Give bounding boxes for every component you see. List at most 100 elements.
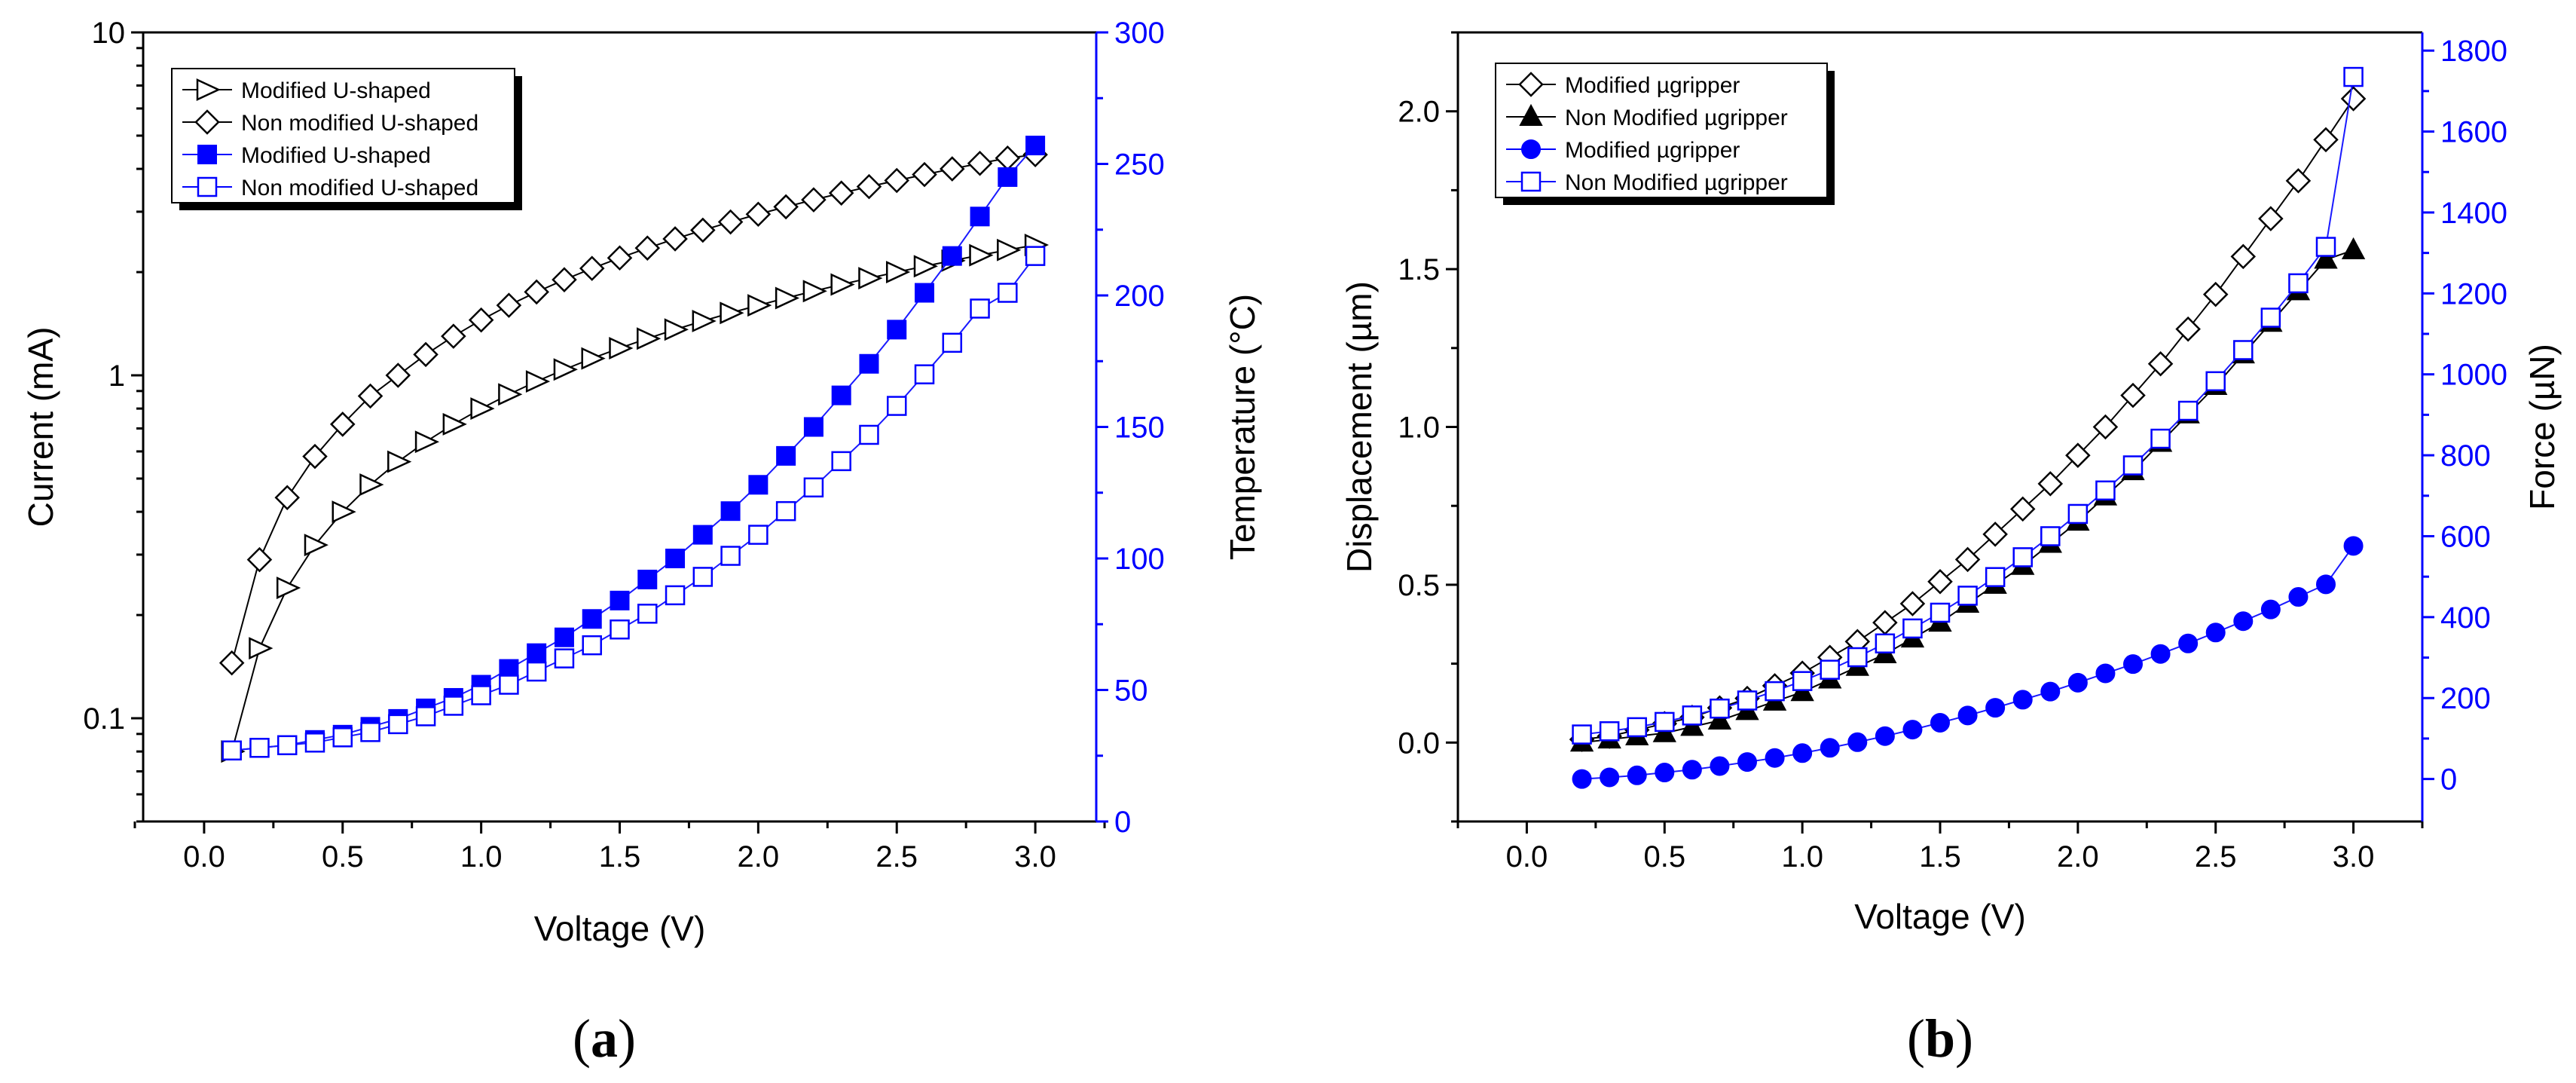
panel-a-series-3-point (859, 353, 879, 374)
panel-b-series-3-point (1682, 760, 1702, 780)
panel-a-series-2-point (995, 145, 1021, 171)
panel-b-series-1-point (2009, 496, 2036, 522)
panel-a-series-1-point (442, 412, 467, 436)
panel-b-y-tick-label: 0.0 (1398, 727, 1440, 760)
panel-a-x-tick-label: 1.5 (599, 840, 641, 873)
panel-b-x-tick-label: 3.0 (2333, 840, 2375, 873)
panel-a-series-1-point (802, 280, 827, 303)
panel-a-x-tick-label: 2.5 (875, 840, 918, 873)
panel-a-legend-label: Modified U-shaped (241, 143, 431, 168)
panel-a-series-4-point (443, 696, 464, 716)
panel-a-y2-tick-label: 250 (1114, 148, 1165, 182)
panel-a-series-4-point (1025, 246, 1046, 266)
panel-b-series-4-point (2233, 340, 2254, 360)
panel-a-series-3-point (942, 246, 962, 266)
panel-a-series-3-point (998, 167, 1018, 187)
panel-a-series-1-point (498, 383, 523, 406)
panel-a-series-4-point (748, 525, 769, 545)
panel-a-series-2-point (745, 201, 772, 228)
panel-a-series-3-point (554, 627, 574, 647)
panel-b-legend-label: Non Modified µgripper (1565, 106, 1788, 130)
panel-a-series-4-point (582, 635, 602, 656)
panel-b-series-3-point (2178, 633, 2199, 653)
panel-a-x-tick-label: 2.0 (738, 840, 780, 873)
panel-b-series-4-point (1655, 711, 1675, 733)
panel-a-series-1-point (885, 261, 911, 283)
panel-a-legend-marker (194, 109, 220, 135)
panel-b-series-3-point (2288, 587, 2309, 607)
panel-b-series-4-point (2288, 273, 2309, 294)
panel-b-series-4-point (2122, 455, 2144, 476)
panel-a-y2-tick-label: 200 (1114, 280, 1165, 313)
panel-a-series-4-point (998, 283, 1018, 303)
panel-b-panel-label: (b) (1907, 1008, 1973, 1069)
panel-a-series-2-point (717, 209, 744, 235)
panel-b-legend-label: Non Modified µgripper (1565, 170, 1788, 195)
panel-b-series-3-point (2150, 644, 2171, 664)
panel-a-series-2-point (357, 383, 383, 409)
panel-a-series-2-point (468, 307, 494, 333)
panel-b-series-4-point (1682, 705, 1703, 726)
panel-b-series-3-point (2123, 654, 2143, 675)
panel-b-series-3-point (1930, 712, 1950, 733)
panel-a-series-2-point (856, 173, 882, 200)
panel-a-x-tick-label: 3.0 (1014, 840, 1056, 873)
panel-a-series-3-point (527, 643, 547, 663)
panel-b-series-3-point (1902, 720, 1923, 740)
panel-a-series-2-point (329, 411, 356, 437)
panel-a-series-1 (221, 234, 1050, 763)
panel-b-legend-marker (1520, 171, 1542, 192)
panel-a-series-4-point (304, 733, 325, 753)
panel-a-y-tick-label: 10 (92, 17, 126, 50)
panel-b-series-3-point (1655, 763, 1675, 783)
panel-b-series-4-point (2205, 371, 2226, 392)
panel-b-series-1-point (2313, 127, 2339, 153)
panel-b-y-axis-title: Displacement (µm) (1340, 281, 1379, 573)
panel-a-series-3-point (776, 445, 796, 466)
panel-b-series-3 (1572, 536, 2364, 789)
panel-a-y-axis-title: Current (mA) (21, 327, 60, 528)
panel-a-series-1-point (304, 534, 328, 557)
panel-b-series-4 (1572, 66, 2364, 745)
panel-b-series-3-point (1765, 748, 1785, 768)
panel-b-series-3-point (1957, 705, 1978, 726)
panel-a-series-4-point (720, 546, 741, 566)
panel-b-x-tick-label: 1.5 (1919, 840, 1961, 873)
panel-a-series-2-point (385, 363, 411, 388)
panel-b-series-4-point (1985, 567, 2006, 587)
panel-a-series-2-point (274, 485, 300, 511)
panel-b-series-1-point (2065, 442, 2091, 468)
panel-a-series-2-point (496, 292, 522, 318)
panel-b-series-4-point (1875, 633, 1896, 654)
panel-b-series-4-point (1820, 659, 1840, 680)
panel-b-series-1-point (2285, 168, 2312, 194)
panel-a-y-tick-label: 1 (108, 359, 125, 393)
panel-a-x-tick-label: 1.0 (460, 840, 503, 873)
panel-b-panel-label-open: ( (1907, 1008, 1925, 1069)
panel-a-series-4-point (637, 604, 658, 624)
panel-a-legend: Modified U-shaped Non modified U-shaped Mo… (171, 68, 522, 210)
panel-a-series-4-point (610, 619, 630, 640)
panel-a-x-tick-label: 0.5 (322, 840, 364, 873)
panel-b-series-4-point (2040, 526, 2061, 546)
panel-b-series-1-point (2092, 414, 2119, 440)
panel-a-series-2-point (607, 245, 633, 271)
panel-b-series-1-point (1927, 568, 1953, 595)
panel-b-x-axis-title: Voltage (V) (1854, 897, 2026, 936)
panel-a-series-3-point (915, 283, 935, 303)
panel-a-x-axis-title: Voltage (V) (534, 909, 706, 948)
panel-a-x-tick-label: 0.0 (183, 840, 225, 873)
panel-a-series-4-point (499, 675, 519, 695)
panel-b-series-3-point (1820, 738, 1840, 758)
panel-a-series-2-point (246, 546, 273, 573)
panel-a-series-2-point (302, 443, 328, 470)
panel-b-series-3-point (2012, 690, 2033, 710)
panel-a-series-4-point (526, 661, 547, 682)
panel-a-series-1-point (969, 243, 994, 267)
panel-a-y2-tick-label: 150 (1114, 411, 1165, 445)
panel-b-series-3-line (1581, 545, 2354, 780)
panel-a-series-3-point (1025, 136, 1046, 156)
panel-a-series-3-point (887, 320, 907, 340)
panel-a-series-3-point (692, 525, 713, 545)
panel-b-series-1-point (2120, 382, 2146, 408)
